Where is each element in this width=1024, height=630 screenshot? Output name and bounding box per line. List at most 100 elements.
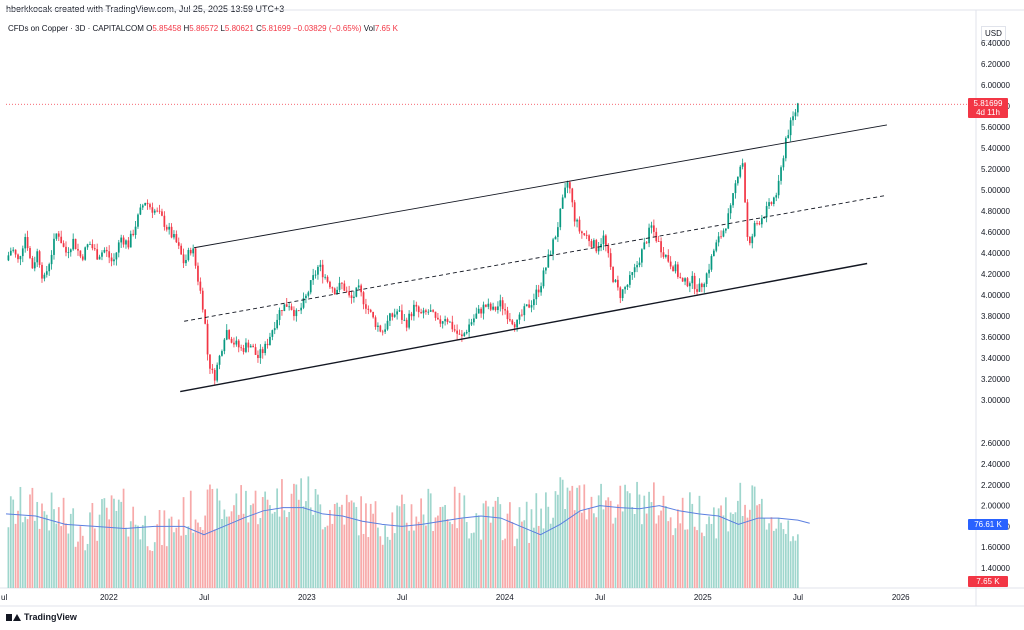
candle-body [489,303,492,310]
candle-body [782,158,785,168]
price-tick-label: 3.20000 [981,375,1010,384]
volume-bar [29,494,31,588]
volume-tick-label: 2.40000 [981,460,1010,469]
candle-body [559,208,562,228]
close-value: 5.81699 [261,24,291,33]
volume-bar [302,506,305,588]
volume-bar [780,522,782,588]
candle-body [492,306,494,310]
volume-bar [734,512,737,588]
volume-bar [451,524,454,588]
volume-bar [501,540,504,588]
candle-body [110,257,113,262]
candle-body [360,285,362,293]
candle-body [674,264,677,272]
volume-bar [506,513,509,588]
volume-bar [77,541,79,588]
candle-body [233,342,235,345]
volume-bar [307,476,310,588]
candle-body [681,277,684,282]
candle-body [413,304,415,317]
candle-body [415,304,418,307]
candle-body [235,340,238,345]
candle-body [669,261,672,267]
candle-body [542,270,545,287]
volume-bar [53,509,55,588]
candle-body [149,204,151,208]
volume-bar [177,519,180,588]
candle-body [516,319,518,328]
price-tick-label: 3.80000 [981,312,1010,321]
candle-body [254,347,257,355]
candle-body [506,310,509,320]
volume-bar [57,507,60,588]
candle-body [554,236,557,240]
volume-bar [14,523,17,588]
candle-body [19,256,22,260]
candle-body [775,195,778,198]
currency-button[interactable]: USD [981,26,1006,41]
volume-bar [583,484,586,588]
volume-bar [453,486,456,588]
candle-body [377,325,379,327]
volume-bar [511,522,514,588]
candle-body [209,354,211,369]
candle-body [605,235,607,246]
volume-bar [405,522,408,588]
volume-bar [487,506,490,588]
volume-bar [89,512,91,588]
candle-body [540,286,542,293]
volume-bar [309,507,312,588]
candle-body [794,112,797,117]
volume-bar [355,506,358,588]
volume-bar [333,503,336,588]
volume-bar [545,492,547,588]
volume-bar [283,510,286,588]
volume-bar [43,511,46,588]
candle-body [105,249,108,252]
candle-body [530,305,533,308]
volume-ma-line [5,505,810,536]
candle-body [165,226,168,230]
candle-body [341,282,343,284]
candle-body [163,215,166,227]
volume-bar [569,490,571,588]
candle-body [770,202,773,204]
volume-bar [314,489,317,588]
candle-body [602,235,605,245]
volume-bar [379,536,382,588]
open-value: 5.85458 [152,24,182,33]
candle-body [139,207,142,215]
volume-bar [696,530,698,588]
candle-body [65,246,67,253]
volume-bar [708,516,710,588]
candle-body [710,256,713,270]
volume-bar [189,490,192,588]
candle-body [161,211,163,216]
volume-bar [650,502,653,588]
channel-lower-line [180,262,868,393]
candle-body [705,273,708,284]
volume-bar [665,506,667,588]
last-price-value: 5.81699 [973,99,1003,108]
volume-bar [772,530,775,588]
candle-body [350,295,353,299]
volume-bar [389,539,391,588]
candle-body [482,304,485,314]
candle-body [736,176,739,184]
volume-bar [751,485,754,588]
volume-bar [461,518,463,588]
volume-bar [561,479,564,588]
volume-bar [768,523,770,588]
candle-body [357,285,360,288]
volume-bar [158,509,161,588]
vol-value: 7.65 K [374,24,398,33]
volume-bar [213,529,216,588]
volume-bar [149,550,151,588]
candle-body [751,236,754,244]
candle-body [216,364,219,381]
candle-body [14,249,17,255]
volume-bar [417,521,420,588]
channel-middle-line [184,194,887,322]
